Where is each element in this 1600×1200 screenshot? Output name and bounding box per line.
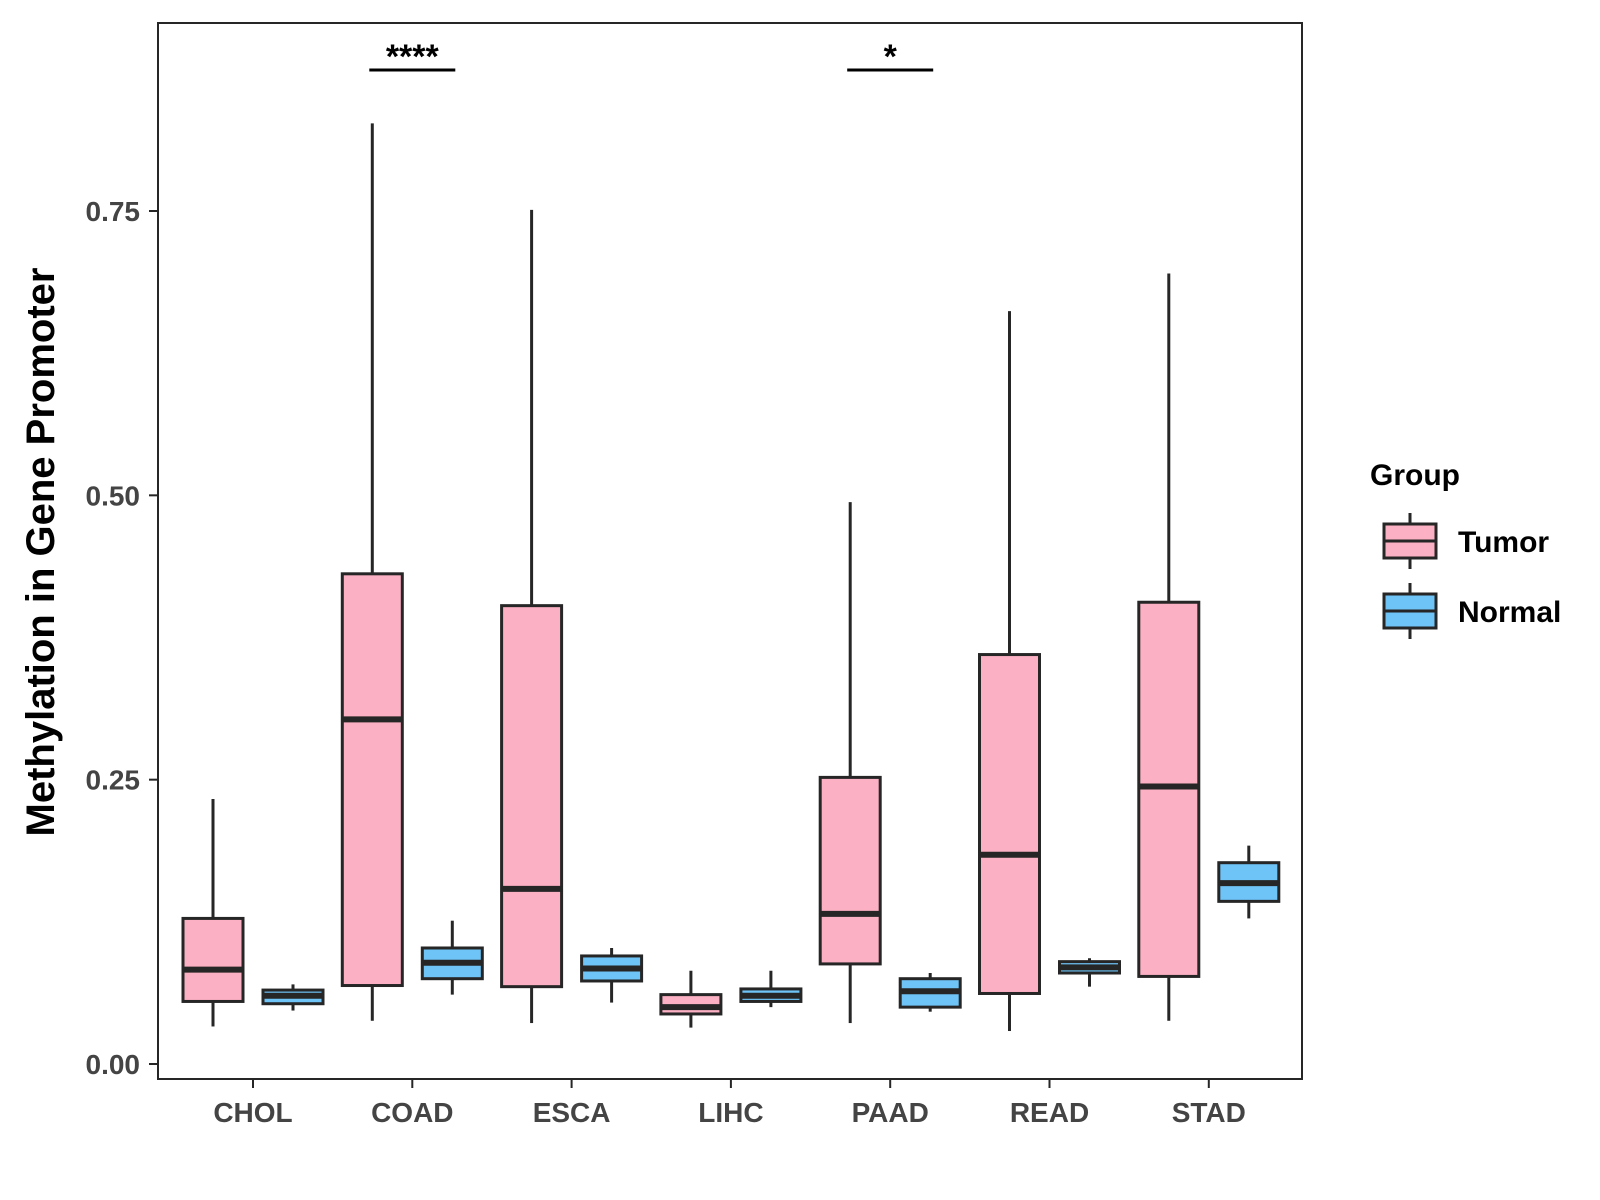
x-tick-label: LIHC <box>698 1097 763 1128</box>
significance-annotations: **** * <box>369 38 934 76</box>
box-normal-chol <box>261 984 325 1011</box>
box-normal-read <box>1058 958 1121 987</box>
box-normal-lihc <box>739 970 803 1008</box>
box-tumor-chol <box>181 799 245 1027</box>
x-tick-label: CHOL <box>213 1097 292 1128</box>
legend-label: Tumor <box>1458 526 1549 559</box>
legend-item-normal: Normal <box>1382 583 1561 639</box>
box-tumor-lihc <box>659 970 723 1028</box>
x-tick-label: ESCA <box>533 1097 611 1128</box>
x-tick-label: READ <box>1010 1097 1089 1128</box>
y-tick-label: 0.25 <box>86 765 141 796</box>
box-normal-paad <box>898 973 962 1012</box>
legend: Group Tumor Normal <box>1370 459 1561 639</box>
x-tick-label: COAD <box>371 1097 453 1128</box>
box-normal-stad <box>1217 845 1281 919</box>
y-axis-title: Methylation in Gene Promoter <box>19 268 63 837</box>
box-body <box>818 775 882 966</box>
box-tumor-esca <box>500 209 564 1024</box>
box-normal-esca <box>580 947 644 1003</box>
x-axis: CHOL COAD ESCA LIHC PAAD READ STAD <box>213 1079 1246 1128</box>
box-series <box>181 123 1281 1032</box>
y-tick-label: 0.00 <box>86 1049 141 1080</box>
plot-panel <box>157 22 1303 1080</box>
legend-label: Normal <box>1458 596 1561 629</box>
legend-item-tumor: Tumor <box>1382 513 1549 569</box>
x-tick-label: STAD <box>1172 1097 1246 1128</box>
significance-label: * <box>884 38 898 76</box>
y-tick-label: 0.50 <box>86 480 141 511</box>
box-body <box>340 572 404 988</box>
box-tumor-paad <box>818 502 882 1024</box>
legend-title: Group <box>1370 459 1460 492</box>
y-tick-label: 0.75 <box>86 196 141 227</box>
x-tick-label: PAAD <box>852 1097 929 1128</box>
box-body <box>181 916 245 1003</box>
box-tumor-stad <box>1137 273 1201 1021</box>
box-tumor-read <box>978 311 1041 1032</box>
box-normal-coad <box>420 920 484 995</box>
y-axis: 0.00 0.25 0.50 0.75 <box>86 196 158 1080</box>
box-body <box>500 604 564 989</box>
box-tumor-coad <box>340 123 404 1021</box>
significance-label: **** <box>386 38 440 76</box>
box-body <box>978 653 1041 995</box>
